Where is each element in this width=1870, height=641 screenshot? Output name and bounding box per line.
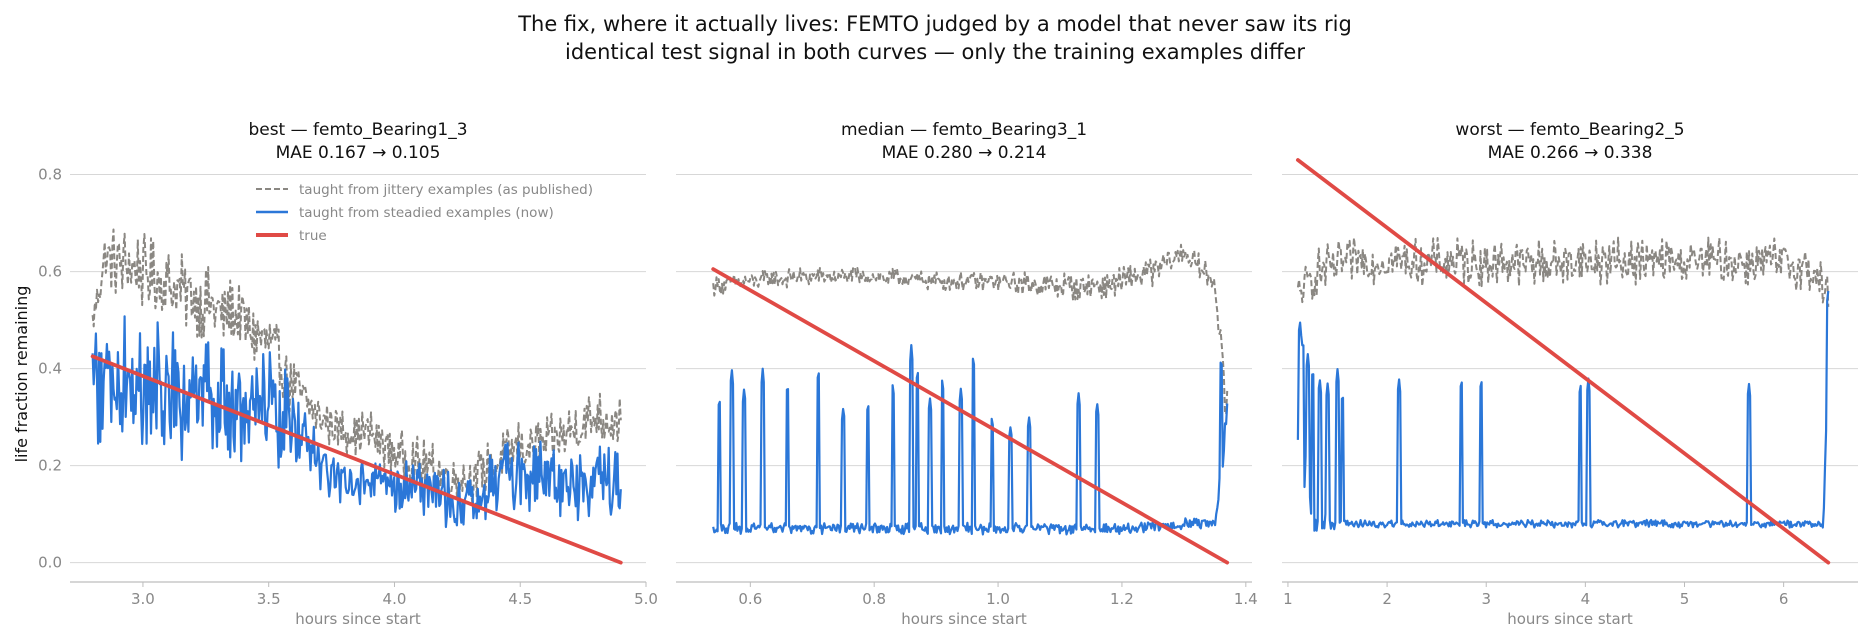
x-tick-label: 0.6 xyxy=(738,590,762,608)
y-tick-label: 0.8 xyxy=(38,166,62,184)
x-tick-label: 5.0 xyxy=(634,590,658,608)
y-tick-label: 0.4 xyxy=(38,360,62,378)
x-tick-label: 6 xyxy=(1779,590,1789,608)
figure-title-line2: identical test signal in both curves — o… xyxy=(565,40,1305,64)
panel-title: worst — femto_Bearing2_5 xyxy=(1455,120,1684,140)
series-line-jittery xyxy=(1296,236,1830,307)
x-tick-label: 1 xyxy=(1283,590,1293,608)
legend-label: taught from jittery examples (as publish… xyxy=(299,182,593,198)
series-line-steadied xyxy=(1296,290,1830,532)
figure-title: The fix, where it actually lives: FEMTO … xyxy=(0,10,1870,66)
panel-subtitle: MAE 0.266 → 0.338 xyxy=(1488,143,1653,163)
x-tick-label: 4.0 xyxy=(383,590,407,608)
x-axis-label: hours since start xyxy=(295,610,421,628)
legend: taught from jittery examples (as publish… xyxy=(256,182,593,244)
x-tick-label: 3 xyxy=(1481,590,1491,608)
x-tick-label: 1.2 xyxy=(1110,590,1134,608)
x-tick-label: 3.5 xyxy=(257,590,281,608)
x-tick-label: 0.8 xyxy=(862,590,886,608)
series-line-true xyxy=(711,267,1230,565)
series-line-steadied xyxy=(91,315,622,529)
series-line-true xyxy=(1296,158,1831,565)
panel-title: median — femto_Bearing3_1 xyxy=(841,120,1087,140)
y-tick-label: 0.2 xyxy=(38,457,62,475)
panel-subtitle: MAE 0.280 → 0.214 xyxy=(882,143,1047,163)
y-axis-label: life fraction remaining xyxy=(12,286,31,463)
panel-title: best — femto_Bearing1_3 xyxy=(248,120,467,140)
x-tick-label: 4 xyxy=(1581,590,1591,608)
legend-label: true xyxy=(299,228,327,244)
x-tick-label: 1.4 xyxy=(1234,590,1258,608)
x-tick-label: 1.0 xyxy=(986,590,1010,608)
x-axis-label: hours since start xyxy=(1507,610,1633,628)
panel-1: 0.0 0.2 0.4 0.6 0.8 3.0 3.5 4.0 4.5 5.0 hours sinc… xyxy=(38,120,658,628)
legend-label: taught from steadied examples (now) xyxy=(299,205,554,221)
x-tick-label: 4.5 xyxy=(508,590,532,608)
y-tick-label: 0.0 xyxy=(38,554,62,572)
series-line-true xyxy=(90,354,623,565)
y-tick-label: 0.6 xyxy=(38,263,62,281)
figure-title-line1: The fix, where it actually lives: FEMTO … xyxy=(518,12,1352,36)
series-line-jittery xyxy=(712,243,1229,416)
x-tick-label: 5 xyxy=(1680,590,1690,608)
panel-2: 0.6 0.8 1.0 1.2 1.4 hours since start median —… xyxy=(676,120,1258,628)
series-line-steadied xyxy=(712,344,1229,536)
panel-3: 1 2 3 4 5 6 hours since start worst — femto_Bea… xyxy=(1282,120,1858,628)
panel-subtitle: MAE 0.167 → 0.105 xyxy=(276,143,441,163)
x-tick-label: 2 xyxy=(1382,590,1392,608)
x-tick-label: 3.0 xyxy=(131,590,155,608)
x-axis-label: hours since start xyxy=(901,610,1027,628)
